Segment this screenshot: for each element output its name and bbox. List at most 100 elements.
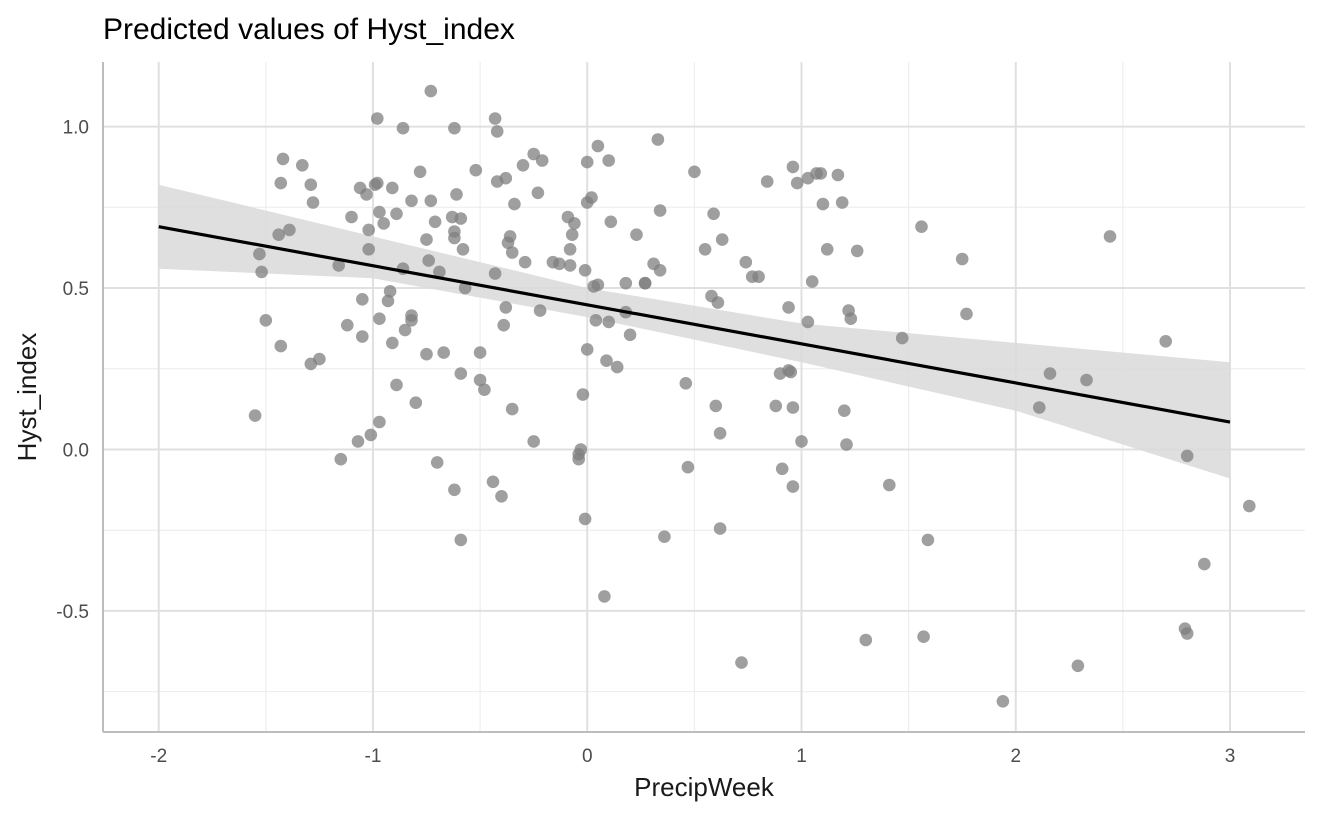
data-point (499, 301, 513, 314)
data-point (553, 257, 566, 271)
data-point (859, 633, 873, 647)
data-point (296, 159, 309, 172)
data-point (454, 533, 468, 547)
data-point (638, 276, 652, 290)
data-point (283, 223, 296, 237)
data-point (535, 154, 549, 167)
fit-line (158, 225, 1231, 424)
data-point (1071, 659, 1085, 673)
data-point (253, 247, 266, 261)
data-point (450, 188, 463, 201)
data-point (786, 480, 800, 493)
data-point (1180, 449, 1194, 463)
data-point (276, 152, 290, 166)
fit-line-layer (158, 225, 1231, 424)
data-point (915, 220, 928, 233)
data-point (688, 165, 701, 179)
data-point (711, 296, 725, 309)
data-point (351, 435, 365, 448)
data-point (619, 276, 633, 290)
data-point (527, 147, 540, 161)
x-tick-label: -2 (150, 746, 167, 767)
data-point (274, 339, 288, 353)
data-point (274, 176, 288, 190)
data-point (1159, 335, 1172, 348)
data-point (1043, 367, 1057, 380)
data-point (1103, 230, 1117, 243)
data-point (576, 388, 590, 401)
data-point (653, 204, 667, 217)
data-point (955, 252, 969, 266)
data-point (790, 176, 804, 190)
data-point (602, 315, 615, 329)
y-axis-title: Hyst_index (12, 333, 42, 462)
data-point (478, 383, 491, 397)
data-point (850, 244, 864, 258)
data-point (364, 428, 378, 442)
data-point (362, 243, 376, 256)
y-tick-label: -0.5 (56, 602, 89, 623)
data-point (345, 210, 358, 224)
data-point (420, 347, 433, 361)
data-point (373, 415, 386, 429)
data-point (313, 352, 326, 366)
data-point (589, 314, 603, 327)
data-point (775, 462, 789, 476)
data-point (563, 243, 577, 256)
points-layer (248, 84, 1256, 708)
data-point (533, 304, 547, 317)
data-point (396, 121, 410, 135)
data-point (362, 223, 376, 237)
data-point (658, 530, 671, 543)
data-point (735, 656, 748, 669)
data-point (623, 328, 637, 342)
data-point (454, 367, 468, 380)
data-point (306, 196, 320, 209)
data-point (518, 255, 532, 269)
data-point (598, 590, 611, 603)
data-point (304, 178, 318, 191)
data-point (1080, 373, 1093, 387)
data-point (486, 475, 500, 489)
data-point (831, 168, 845, 182)
data-point (497, 318, 511, 332)
data-point (574, 443, 588, 456)
data-point (782, 301, 795, 314)
data-point (739, 255, 753, 269)
data-point (516, 159, 530, 172)
data-point (430, 456, 444, 469)
data-point (679, 377, 693, 390)
data-point (568, 217, 581, 230)
data-point (591, 278, 605, 292)
data-point (838, 404, 851, 418)
data-point (835, 196, 849, 209)
data-point (428, 215, 442, 229)
x-axis-title: PrecipWeek (634, 772, 775, 802)
data-point (356, 293, 369, 306)
x-tick-labels: -2 -1 0 1 2 3 (150, 746, 1235, 767)
data-point (424, 194, 438, 208)
data-point (895, 331, 909, 345)
data-point (1243, 499, 1256, 513)
data-point (420, 233, 433, 246)
data-point (405, 194, 418, 208)
data-point (816, 197, 830, 211)
data-point (844, 312, 858, 326)
data-point (681, 460, 695, 474)
data-point (600, 354, 613, 368)
data-point (1033, 401, 1046, 414)
data-point (505, 246, 519, 259)
data-point (377, 217, 391, 230)
data-point (531, 186, 545, 200)
x-tick-label: -1 (365, 746, 382, 767)
data-point (371, 176, 384, 190)
data-point (578, 264, 592, 277)
data-point (580, 155, 594, 169)
chart-title: Predicted values of Hyst_index (103, 13, 515, 46)
data-point (499, 171, 513, 185)
y-tick-label: 0.5 (63, 279, 89, 300)
data-point (373, 312, 386, 326)
data-point (488, 112, 502, 125)
data-point (996, 695, 1010, 708)
data-point (527, 435, 540, 448)
